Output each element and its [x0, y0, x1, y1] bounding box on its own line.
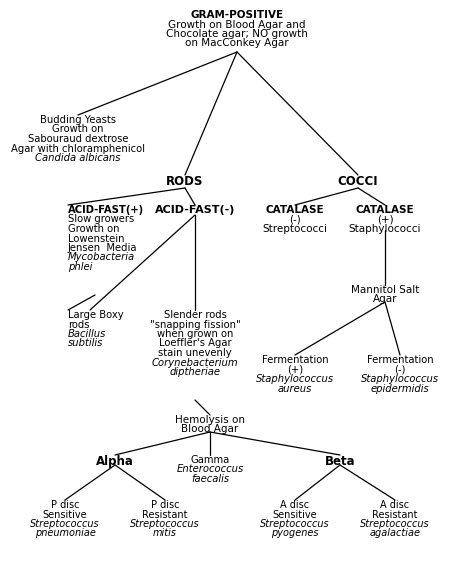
- Text: on MacConkey Agar: on MacConkey Agar: [185, 39, 289, 49]
- Text: GRAM-POSITIVE: GRAM-POSITIVE: [191, 10, 283, 20]
- Text: (+): (+): [287, 364, 303, 374]
- Text: "snapping fission": "snapping fission": [150, 319, 240, 329]
- Text: rods: rods: [68, 319, 90, 329]
- Text: Streptococcus: Streptococcus: [360, 519, 430, 529]
- Text: (-): (-): [289, 214, 301, 224]
- Text: (-): (-): [394, 364, 406, 374]
- Text: Gamma: Gamma: [191, 455, 229, 465]
- Text: Staphylococcus: Staphylococcus: [361, 374, 439, 384]
- Text: A disc: A disc: [381, 500, 410, 510]
- Text: epidermidis: epidermidis: [371, 383, 429, 394]
- Text: CATALASE: CATALASE: [266, 205, 324, 215]
- Text: Agar: Agar: [373, 295, 397, 305]
- Text: Resistant: Resistant: [372, 509, 418, 520]
- Text: Blood Agar: Blood Agar: [182, 424, 238, 434]
- Text: Budding Yeasts: Budding Yeasts: [40, 115, 116, 125]
- Text: aureus: aureus: [278, 383, 312, 394]
- Text: Mannitol Salt: Mannitol Salt: [351, 285, 419, 295]
- Text: ACID-FAST(-): ACID-FAST(-): [155, 205, 235, 215]
- Text: subtilis: subtilis: [68, 339, 103, 349]
- Text: pyogenes: pyogenes: [271, 529, 319, 539]
- Text: diptheriae: diptheriae: [170, 367, 220, 377]
- Text: Sensitive: Sensitive: [43, 509, 87, 520]
- Text: CATALASE: CATALASE: [356, 205, 414, 215]
- Text: ACID-FAST(+): ACID-FAST(+): [68, 205, 144, 215]
- Text: stain unevenly: stain unevenly: [158, 348, 232, 358]
- Text: Sabouraud dextrose: Sabouraud dextrose: [28, 134, 128, 144]
- Text: Corynebacterium: Corynebacterium: [152, 357, 238, 367]
- Text: Growth on Blood Agar and: Growth on Blood Agar and: [168, 19, 306, 29]
- Text: mitis: mitis: [153, 529, 177, 539]
- Text: when grown on: when grown on: [157, 329, 233, 339]
- Text: Slender rods: Slender rods: [164, 310, 227, 320]
- Text: Chocolate agar; NO growth: Chocolate agar; NO growth: [166, 29, 308, 39]
- Text: Sensitive: Sensitive: [273, 509, 317, 520]
- Text: Jensen  Media: Jensen Media: [68, 243, 137, 253]
- Text: COCCI: COCCI: [337, 175, 378, 188]
- Text: Fermentation: Fermentation: [262, 355, 328, 365]
- Text: Growth on: Growth on: [68, 224, 119, 234]
- Text: Mycobacteria: Mycobacteria: [68, 253, 135, 263]
- Text: Streptococci: Streptococci: [263, 224, 328, 234]
- Text: Enterococcus: Enterococcus: [176, 465, 244, 475]
- Text: Beta: Beta: [325, 455, 356, 468]
- Text: faecalis: faecalis: [191, 474, 229, 484]
- Text: phlei: phlei: [68, 262, 92, 272]
- Text: Hemolysis on: Hemolysis on: [175, 415, 245, 425]
- Text: Agar with chloramphenicol: Agar with chloramphenicol: [11, 144, 145, 154]
- Text: Loeffler's Agar: Loeffler's Agar: [159, 339, 231, 349]
- Text: Slow growers: Slow growers: [68, 214, 134, 224]
- Text: Staphylococcus: Staphylococcus: [256, 374, 334, 384]
- Text: Lowenstein: Lowenstein: [68, 233, 125, 244]
- Text: Fermentation: Fermentation: [367, 355, 433, 365]
- Text: (+): (+): [377, 214, 393, 224]
- Text: Streptococcus: Streptococcus: [130, 519, 200, 529]
- Text: Resistant: Resistant: [142, 509, 188, 520]
- Text: Streptococcus: Streptococcus: [260, 519, 330, 529]
- Text: agalactiae: agalactiae: [370, 529, 420, 539]
- Text: Alpha: Alpha: [96, 455, 134, 468]
- Text: A disc: A disc: [281, 500, 310, 510]
- Text: P disc: P disc: [51, 500, 79, 510]
- Text: Bacillus: Bacillus: [68, 329, 106, 339]
- Text: RODS: RODS: [166, 175, 204, 188]
- Text: pneumoniae: pneumoniae: [35, 529, 95, 539]
- Text: Large Boxy: Large Boxy: [68, 310, 124, 320]
- Text: Streptococcus: Streptococcus: [30, 519, 100, 529]
- Text: Growth on: Growth on: [52, 124, 104, 135]
- Text: Staphylococci: Staphylococci: [349, 224, 421, 234]
- Text: P disc: P disc: [151, 500, 179, 510]
- Text: Candida albicans: Candida albicans: [35, 153, 121, 163]
